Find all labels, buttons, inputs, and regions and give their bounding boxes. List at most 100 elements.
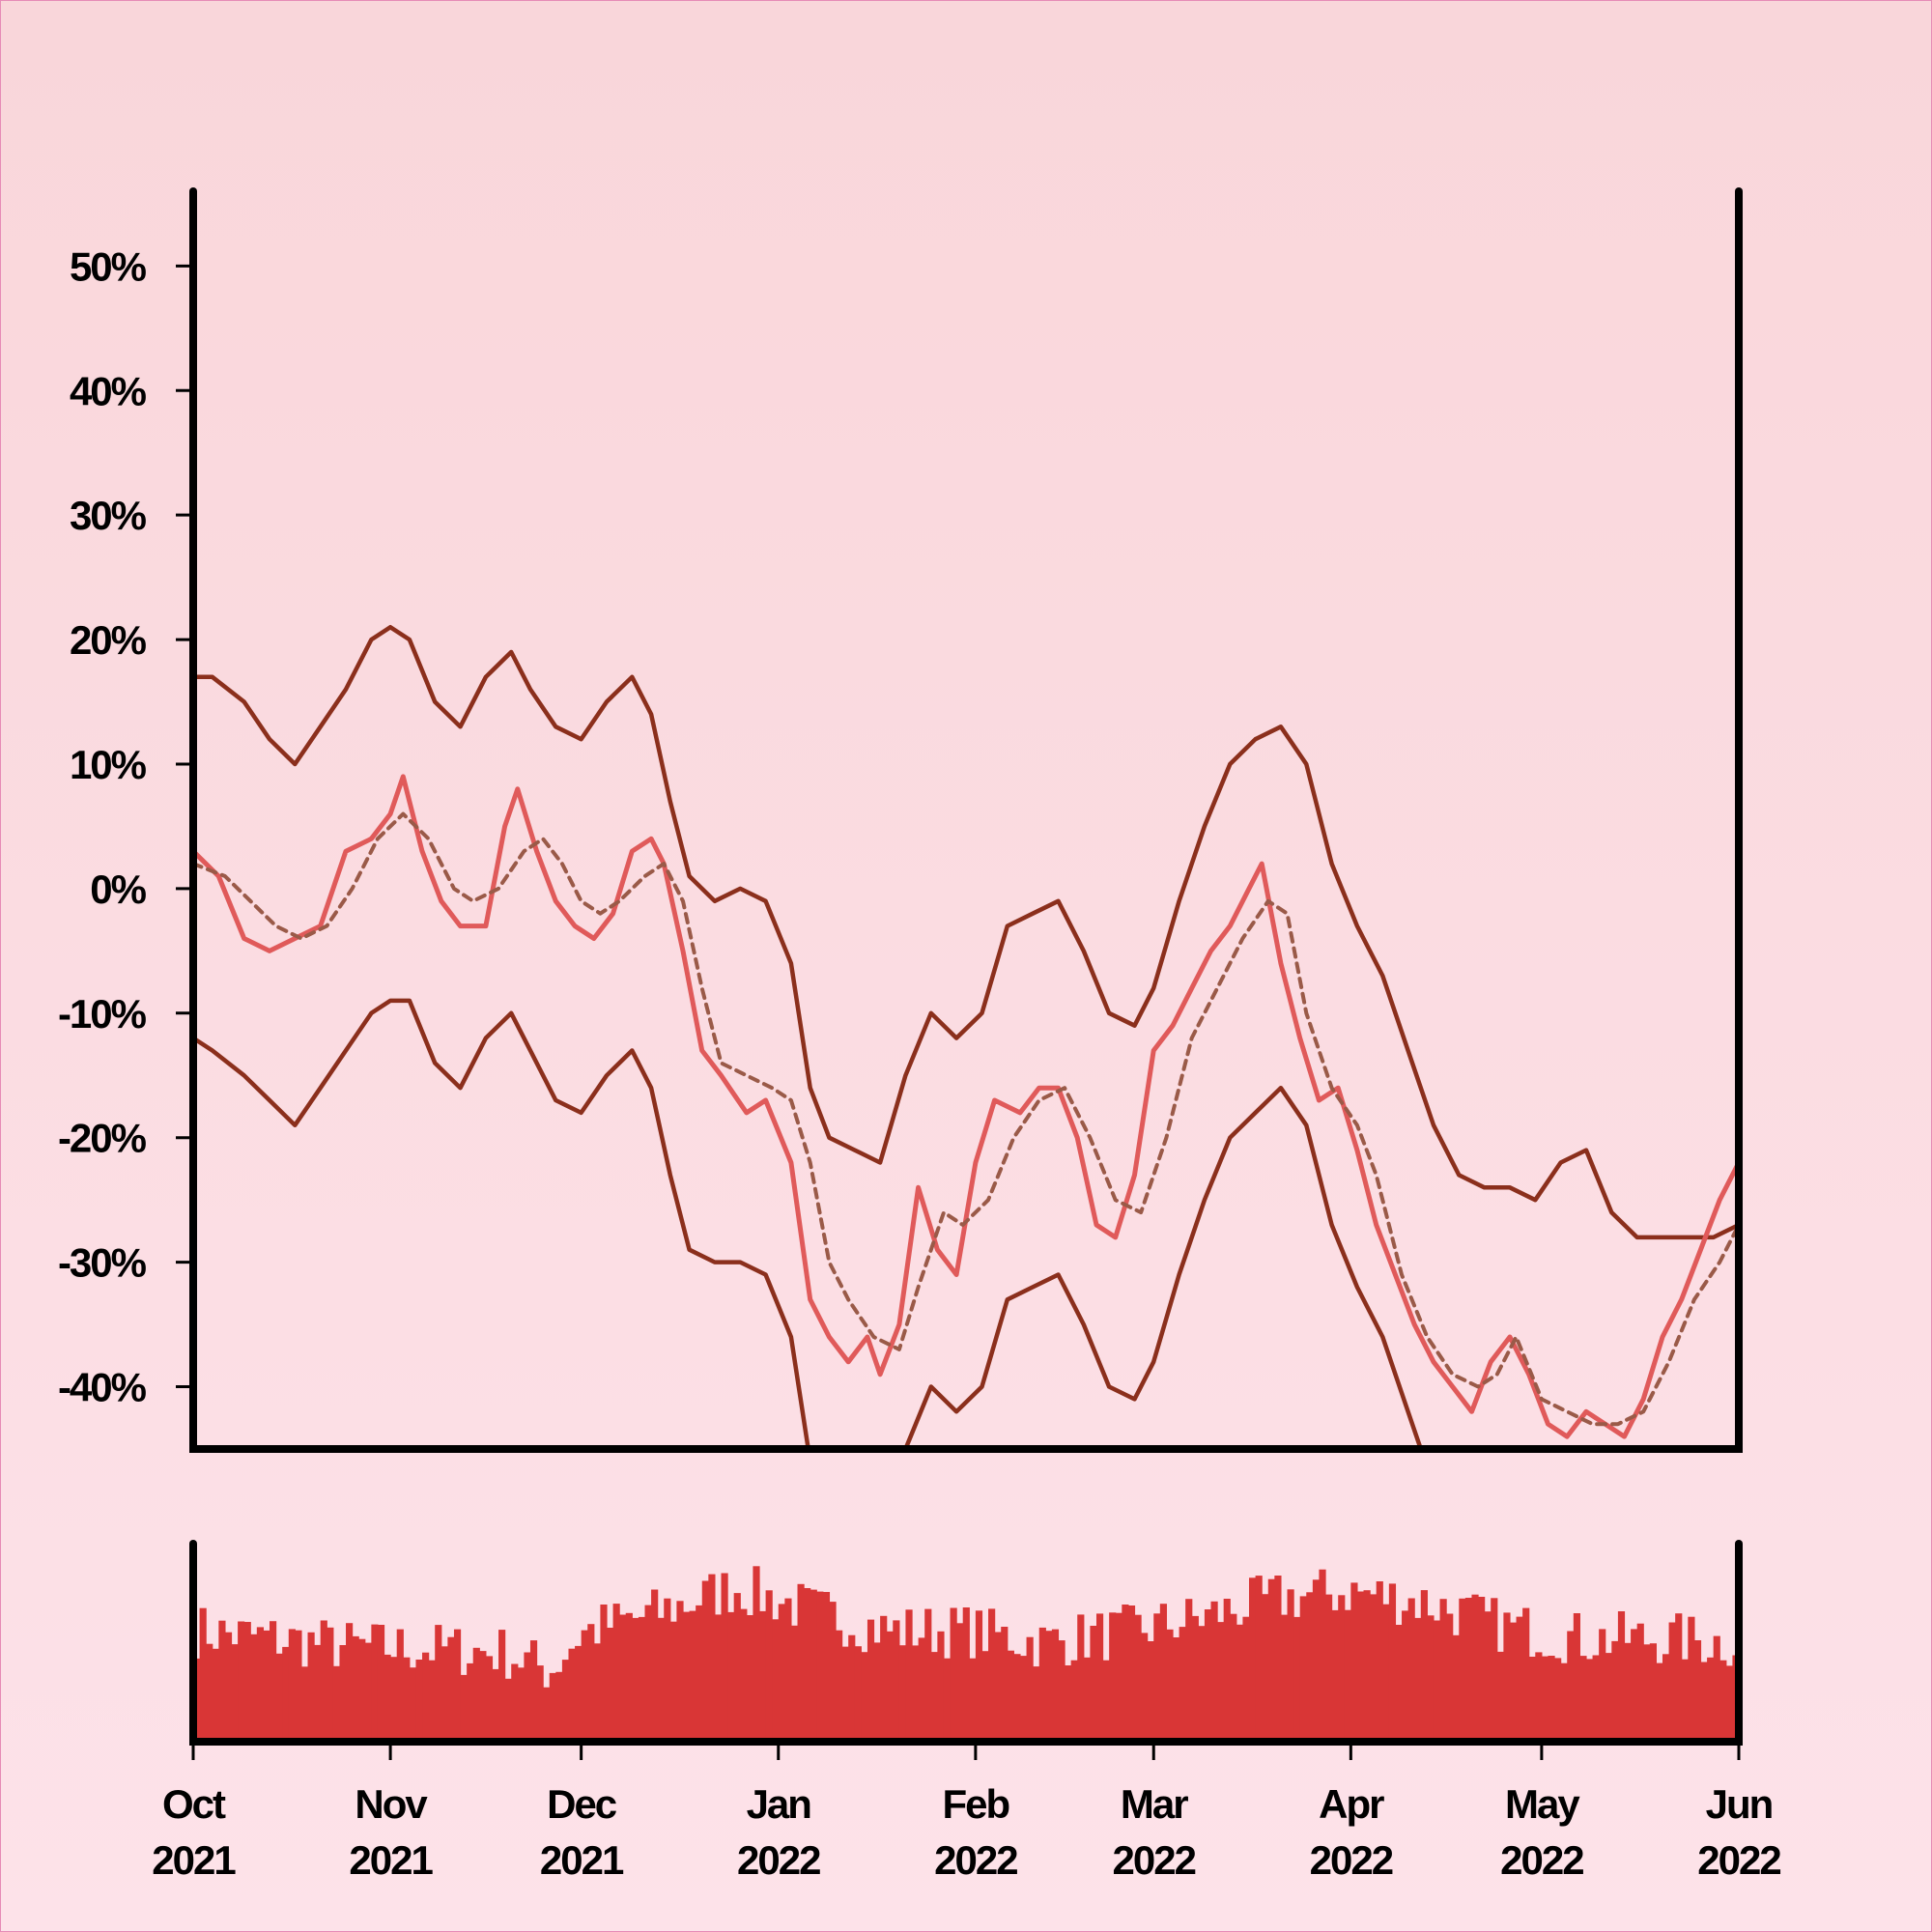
volume-bar — [467, 1662, 474, 1742]
volume-bar — [511, 1663, 519, 1742]
volume-bar — [224, 1632, 233, 1742]
volume-bar — [1325, 1594, 1333, 1742]
series-value — [193, 774, 1739, 1439]
y-tick-label: 50% — [70, 243, 147, 289]
volume-bar — [822, 1592, 831, 1742]
volume-bar — [1693, 1640, 1702, 1742]
volume-bar — [696, 1605, 703, 1742]
volume-bar — [1033, 1666, 1040, 1742]
volume-bar — [1230, 1613, 1237, 1742]
volume-bar — [905, 1609, 913, 1742]
volume-bar — [606, 1628, 614, 1742]
x-tick-label-year: 2022 — [934, 1837, 1017, 1883]
volume-bar — [683, 1611, 691, 1742]
x-tick-label-month: Nov — [355, 1781, 428, 1827]
volume-bar — [784, 1598, 792, 1742]
volume-bar — [772, 1619, 780, 1742]
volume-bar — [994, 1632, 1002, 1742]
volume-bar — [492, 1668, 499, 1742]
volume-bar — [1147, 1641, 1154, 1742]
volume-bar — [759, 1610, 767, 1742]
volume-bar — [479, 1651, 487, 1742]
volume-bar — [1599, 1629, 1606, 1742]
x-tick-label-month: Jan — [747, 1781, 811, 1827]
volume-bar — [320, 1620, 327, 1742]
volume-bar — [256, 1627, 265, 1742]
volume-bar — [218, 1620, 226, 1742]
volume-bar — [1280, 1614, 1289, 1742]
volume-bar — [371, 1624, 379, 1742]
volume-bar — [988, 1608, 996, 1742]
volume-bar — [485, 1656, 494, 1742]
volume-bar — [701, 1580, 709, 1742]
volume-bar — [295, 1630, 302, 1742]
volume-bar — [384, 1654, 391, 1742]
volume-bar — [1707, 1657, 1715, 1742]
volume-bar — [930, 1652, 938, 1742]
volume-bar — [1312, 1579, 1321, 1742]
volume-bar — [727, 1611, 735, 1742]
x-tick-label-year: 2022 — [737, 1837, 820, 1883]
volume-bar — [1395, 1625, 1403, 1742]
volume-bar — [1433, 1620, 1441, 1742]
volume-bar — [1700, 1662, 1708, 1742]
volume-bar — [275, 1653, 283, 1742]
volume-bar — [549, 1672, 556, 1742]
x-tick-label-month: Feb — [943, 1781, 1009, 1827]
volume-bar — [873, 1642, 881, 1742]
volume-bar — [1427, 1615, 1435, 1742]
x-tick-label-month: Mar — [1121, 1781, 1188, 1827]
volume-bar — [981, 1651, 989, 1742]
volume-bar — [415, 1660, 423, 1742]
volume-bar — [1293, 1616, 1301, 1742]
volume-bar — [1402, 1610, 1409, 1742]
volume-bar — [250, 1634, 258, 1742]
volume-bar — [1191, 1615, 1199, 1742]
volume-bar — [300, 1666, 309, 1742]
volume-bar — [472, 1647, 480, 1742]
volume-bar — [612, 1604, 620, 1742]
volume-bar — [1516, 1616, 1523, 1742]
volume-bar — [1198, 1626, 1206, 1742]
volume-bar — [733, 1593, 741, 1742]
volume-bar — [575, 1645, 582, 1742]
volume-bar — [1464, 1598, 1473, 1742]
x-tick-label-year: 2022 — [1310, 1837, 1393, 1883]
volume-bar — [1471, 1594, 1479, 1742]
volume-bar — [1274, 1576, 1282, 1742]
volume-bar — [212, 1648, 219, 1742]
volume-bar — [1007, 1650, 1014, 1742]
volume-bar — [498, 1630, 506, 1742]
volume-bar — [1617, 1611, 1626, 1742]
volume-bar — [403, 1657, 411, 1742]
volume-bar — [1077, 1614, 1085, 1742]
volume-bar — [1013, 1654, 1021, 1742]
y-axis-ticks: 50% 40% 30% 20% 10% 0% -10% -20% -30% -40% — [58, 243, 193, 1410]
volume-bar — [1236, 1624, 1244, 1742]
volume-bar — [593, 1643, 601, 1742]
volume-bar — [307, 1632, 315, 1742]
volume-bar — [364, 1642, 372, 1742]
x-tick-label-year: 2021 — [540, 1837, 624, 1883]
volume-bar — [848, 1634, 856, 1742]
volume-bar — [810, 1589, 817, 1742]
volume-bar — [1083, 1657, 1091, 1742]
volume-bar — [1631, 1629, 1638, 1742]
volume-bar — [1070, 1660, 1078, 1742]
y-tick-label: 40% — [70, 368, 147, 413]
volume-bar — [854, 1646, 862, 1742]
volume-bar — [1535, 1652, 1543, 1742]
volume-bar — [1548, 1656, 1555, 1742]
volume-bar — [1420, 1590, 1428, 1742]
volume-bar — [1217, 1622, 1225, 1742]
volume-bar — [1262, 1594, 1269, 1742]
volume-bar — [625, 1612, 633, 1742]
x-tick-label-month: May — [1505, 1781, 1580, 1827]
volume-bar — [1382, 1604, 1390, 1742]
x-tick-label-month: Apr — [1319, 1781, 1384, 1827]
volume-bar — [358, 1638, 366, 1742]
volume-bar — [676, 1601, 684, 1742]
volume-bar — [1051, 1629, 1060, 1742]
volume-bar — [555, 1671, 563, 1742]
